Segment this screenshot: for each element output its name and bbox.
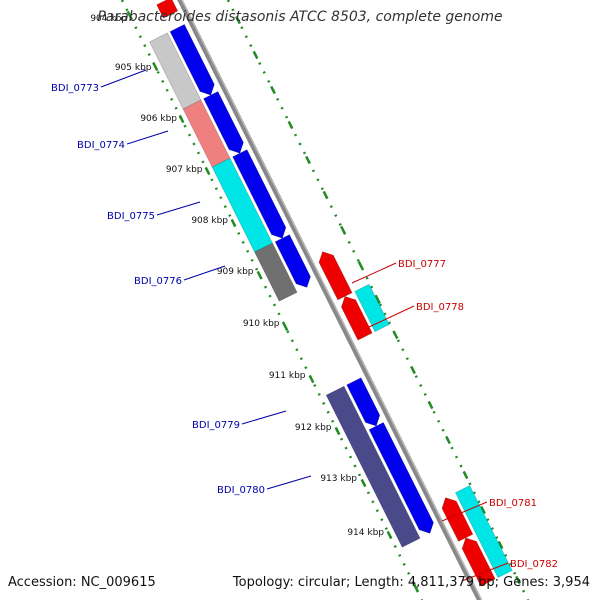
outer-major-tick bbox=[410, 365, 416, 375]
gene-leader-line bbox=[266, 475, 312, 490]
outer-major-tick bbox=[462, 470, 469, 480]
outer-major-tick bbox=[375, 295, 381, 305]
ruler-kbp-label: 905 kbp bbox=[115, 63, 152, 73]
ruler-kbp-label: 913 kbp bbox=[320, 474, 357, 484]
reverse-cds-arrow bbox=[341, 295, 373, 341]
cog-category-block bbox=[325, 385, 421, 548]
accession-label: Accession: NC_009615 bbox=[8, 575, 156, 590]
gene-label: BDI_0779 bbox=[192, 420, 240, 431]
outer-major-tick bbox=[480, 505, 486, 515]
inner-major-tick bbox=[204, 166, 211, 176]
inner-major-tick bbox=[386, 530, 393, 540]
outer-tick-track bbox=[226, 0, 530, 600]
ruler-kbp-label: 907 kbp bbox=[166, 165, 203, 175]
genome-summary: Topology: circular; Length: 4,811,379 bp… bbox=[232, 575, 590, 590]
cog-category-block bbox=[455, 485, 513, 579]
inner-major-tick bbox=[256, 270, 263, 280]
ruler-kbp-label: 910 kbp bbox=[243, 319, 280, 329]
gene-label: BDI_0781 bbox=[489, 498, 537, 509]
inner-major-tick bbox=[282, 322, 289, 332]
gene-label: BDI_0780 bbox=[217, 485, 265, 496]
forward-cds-arrow bbox=[274, 234, 311, 288]
gene-leader-line bbox=[241, 410, 287, 425]
gene-leader-line bbox=[351, 262, 397, 284]
outer-major-tick bbox=[340, 225, 346, 235]
gene-label: BDI_0775 bbox=[107, 211, 155, 222]
outer-major-tick bbox=[515, 575, 521, 585]
gene-leader-line bbox=[100, 69, 147, 88]
cog-category-block bbox=[254, 242, 298, 302]
outer-major-tick bbox=[357, 260, 364, 270]
outer-major-tick bbox=[252, 50, 259, 60]
map-title: Parabacteroides distasonis ATCC 8503, co… bbox=[97, 9, 503, 25]
gene-label: BDI_0778 bbox=[416, 302, 464, 313]
inner-major-tick bbox=[230, 218, 237, 228]
inner-major-tick bbox=[126, 10, 133, 20]
ruler-kbp-label: 912 kbp bbox=[295, 423, 332, 433]
forward-cds-arrow bbox=[169, 24, 215, 96]
gene-leader-line bbox=[183, 265, 226, 281]
reverse-cds-arrow bbox=[156, 0, 179, 19]
outer-major-tick bbox=[270, 85, 276, 95]
gene-label: BDI_0773 bbox=[51, 83, 99, 94]
outer-major-tick bbox=[305, 155, 311, 165]
reverse-cds-arrow bbox=[461, 537, 496, 587]
gene-label: BDI_0774 bbox=[77, 140, 125, 151]
inner-tick-track bbox=[120, 0, 424, 600]
gene-label: BDI_0782 bbox=[510, 559, 558, 570]
genome-backbone-highlight bbox=[181, 0, 483, 600]
gene-label: BDI_0777 bbox=[398, 259, 446, 270]
outer-major-tick bbox=[392, 330, 399, 340]
forward-cds-arrow bbox=[232, 149, 287, 239]
inner-major-tick bbox=[412, 582, 419, 592]
outer-major-tick bbox=[287, 120, 294, 130]
outer-major-tick bbox=[427, 400, 434, 410]
ruler-kbp-label: 911 kbp bbox=[269, 371, 306, 381]
forward-cds-arrow bbox=[346, 377, 381, 427]
outer-major-tick bbox=[235, 15, 241, 25]
cog-category-block bbox=[354, 283, 390, 333]
inner-major-tick bbox=[360, 478, 367, 488]
gene-leader-line bbox=[156, 201, 201, 216]
gene-label: BDI_0776 bbox=[134, 276, 182, 287]
outer-major-tick bbox=[322, 190, 329, 200]
forward-cds-arrow bbox=[203, 91, 244, 154]
outer-major-tick bbox=[445, 435, 451, 445]
ruler-kbp-label: 914 kbp bbox=[347, 528, 384, 538]
genome-backbone bbox=[177, 0, 483, 600]
gene-leader-line bbox=[368, 305, 415, 328]
inner-major-tick bbox=[152, 62, 159, 72]
ruler-kbp-label: 909 kbp bbox=[217, 267, 254, 277]
gene-leader-line bbox=[461, 562, 509, 582]
inner-major-tick bbox=[308, 374, 315, 384]
gene-leader-line bbox=[441, 501, 488, 522]
gene-leader-line bbox=[126, 130, 169, 145]
inner-major-tick bbox=[334, 426, 341, 436]
ruler-kbp-label: 908 kbp bbox=[191, 216, 228, 226]
outer-major-tick bbox=[497, 540, 504, 550]
ruler-kbp-label: 906 kbp bbox=[140, 114, 177, 124]
forward-cds-arrow bbox=[368, 422, 434, 534]
inner-major-tick bbox=[178, 114, 185, 124]
ruler-kbp-label: 904 kbp bbox=[90, 14, 127, 24]
